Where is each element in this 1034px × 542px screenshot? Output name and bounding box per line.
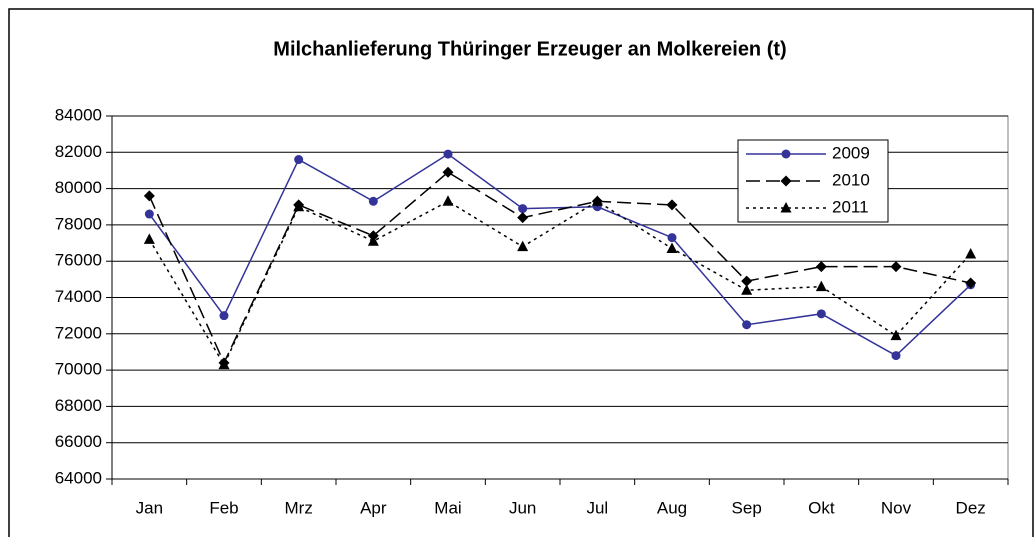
point [367, 235, 379, 246]
x-tick-label: Mrz [285, 498, 313, 517]
point [144, 209, 154, 219]
y-tick-label: 78000 [55, 214, 102, 233]
point [293, 200, 305, 212]
point [591, 195, 603, 206]
x-tick-label: Sep [732, 498, 762, 517]
y-tick-label: 70000 [55, 360, 102, 379]
point [815, 280, 827, 292]
x-tick-label: Jan [136, 498, 163, 517]
point [143, 233, 155, 244]
y-tick-label: 82000 [55, 142, 102, 161]
point [443, 149, 453, 159]
y-tick-label: 74000 [55, 287, 102, 306]
point [666, 199, 678, 211]
point [815, 261, 827, 273]
y-tick-label: 72000 [55, 323, 102, 342]
y-tick-label: 76000 [55, 251, 102, 270]
y-tick-label: 66000 [55, 432, 102, 451]
series-line [148, 200, 972, 367]
point [965, 247, 977, 259]
x-tick-label: Apr [360, 498, 387, 517]
x-tick-label: Jul [586, 498, 608, 517]
point [890, 261, 902, 273]
point [219, 311, 229, 321]
point [780, 175, 792, 187]
point [667, 233, 677, 243]
point [891, 351, 901, 361]
x-tick-label: Jun [509, 498, 536, 517]
point [517, 240, 529, 252]
point [965, 277, 977, 289]
x-tick-label: Nov [881, 498, 912, 517]
x-tick-label: Aug [657, 498, 687, 517]
point [143, 190, 155, 202]
y-tick-label: 68000 [55, 396, 102, 415]
point [780, 202, 792, 213]
series-line [148, 171, 971, 365]
y-tick-label: 84000 [55, 105, 102, 124]
point [368, 196, 378, 206]
chart-title: Milchanlieferung Thüringer Erzeuger an M… [273, 38, 786, 60]
point [741, 284, 753, 295]
point [816, 309, 826, 319]
point [218, 358, 230, 370]
x-tick-label: Okt [808, 498, 835, 517]
x-tick-label: Dez [956, 498, 986, 517]
legend-label: 2009 [832, 143, 870, 162]
point [442, 166, 454, 178]
legend-label: 2010 [832, 170, 870, 189]
y-tick-label: 64000 [55, 468, 102, 487]
point [517, 212, 529, 224]
chart-frame [8, 8, 1034, 542]
point [666, 242, 678, 253]
point [294, 155, 304, 165]
x-tick-label: Feb [209, 498, 238, 517]
point [781, 149, 791, 159]
point [442, 195, 454, 206]
point [518, 204, 528, 214]
y-tick-label: 80000 [55, 178, 102, 197]
legend-label: 2011 [832, 197, 869, 216]
point [890, 329, 902, 341]
series-line [148, 153, 972, 357]
point [742, 320, 752, 330]
x-tick-label: Mai [434, 498, 461, 517]
point [741, 275, 753, 287]
